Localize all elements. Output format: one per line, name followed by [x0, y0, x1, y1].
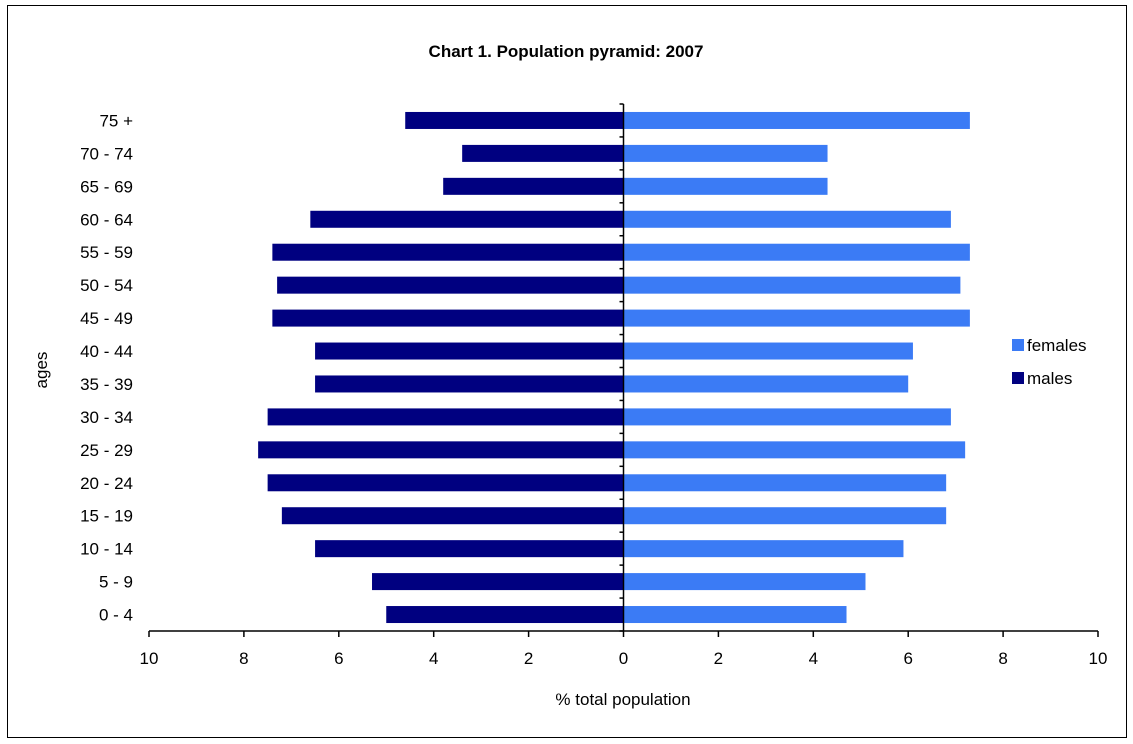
- y-tick-label: 5 - 9: [99, 573, 133, 592]
- bar-males: [443, 177, 624, 195]
- x-tick-label: 8: [239, 649, 248, 668]
- y-tick-label: 30 - 34: [80, 408, 133, 427]
- y-tick-label: 70 - 74: [80, 144, 133, 163]
- y-tick-label: 60 - 64: [80, 210, 133, 229]
- bar-females: [623, 441, 966, 459]
- bar-females: [623, 309, 970, 327]
- y-tick-label: 45 - 49: [80, 309, 133, 328]
- y-tick-label: 65 - 69: [80, 177, 133, 196]
- legend-swatch-females: [1012, 339, 1024, 351]
- bar-females: [623, 144, 828, 162]
- bar-males: [386, 606, 624, 624]
- bar-males: [272, 309, 624, 327]
- bar-males: [315, 375, 624, 393]
- bar-males: [272, 243, 624, 261]
- x-axis-title: % total population: [555, 690, 690, 709]
- bar-females: [623, 276, 961, 294]
- bar-males: [277, 276, 624, 294]
- bar-males: [462, 144, 624, 162]
- bar-females: [623, 375, 909, 393]
- legend-swatch-males: [1012, 372, 1024, 384]
- bar-females: [623, 243, 970, 261]
- bar-females: [623, 342, 913, 360]
- bar-males: [258, 441, 624, 459]
- bar-females: [623, 540, 904, 558]
- y-tick-label: 35 - 39: [80, 375, 133, 394]
- bar-females: [623, 474, 947, 492]
- x-tick-label: 8: [998, 649, 1007, 668]
- bar-females: [623, 177, 828, 195]
- x-tick-label: 2: [714, 649, 723, 668]
- bar-males: [267, 474, 624, 492]
- x-tick-label: 2: [524, 649, 533, 668]
- bar-males: [281, 507, 624, 525]
- bar-females: [623, 111, 970, 129]
- bar-females: [623, 573, 866, 591]
- y-tick-label: 75 +: [99, 111, 133, 130]
- bar-males: [372, 573, 624, 591]
- bar-females: [623, 606, 847, 624]
- x-tick-label: 10: [1089, 649, 1108, 668]
- bar-females: [623, 507, 947, 525]
- y-axis-title: ages: [32, 352, 51, 389]
- legend: females males: [1012, 336, 1087, 388]
- x-tick-label: 6: [334, 649, 343, 668]
- bars-layer: [258, 111, 970, 624]
- x-tick-label: 6: [903, 649, 912, 668]
- bar-males: [405, 111, 624, 129]
- chart-title: Chart 1. Population pyramid: 2007: [429, 42, 704, 61]
- y-tick-label: 55 - 59: [80, 243, 133, 262]
- bar-males: [315, 540, 624, 558]
- bar-females: [623, 210, 951, 228]
- y-tick-label: 50 - 54: [80, 276, 133, 295]
- axes-layer: 0 - 4 5 - 9 10 - 14 15 - 19 20 - 24 25 - 29 30…: [80, 103, 1108, 668]
- x-tick-label: 0: [619, 649, 628, 668]
- bar-males: [315, 342, 624, 360]
- bar-females: [623, 408, 951, 426]
- bar-males: [267, 408, 624, 426]
- y-tick-label: 25 - 29: [80, 441, 133, 460]
- y-tick-label: 40 - 44: [80, 342, 133, 361]
- x-tick-label: 10: [140, 649, 159, 668]
- x-tick-label: 4: [809, 649, 818, 668]
- bar-males: [310, 210, 624, 228]
- y-tick-label: 15 - 19: [80, 507, 133, 526]
- y-tick-label: 20 - 24: [80, 474, 133, 493]
- legend-label-females: females: [1027, 336, 1087, 355]
- y-tick-label: 0 - 4: [99, 606, 133, 625]
- y-tick-label: 10 - 14: [80, 540, 133, 559]
- legend-label-males: males: [1027, 369, 1072, 388]
- x-tick-label: 4: [429, 649, 438, 668]
